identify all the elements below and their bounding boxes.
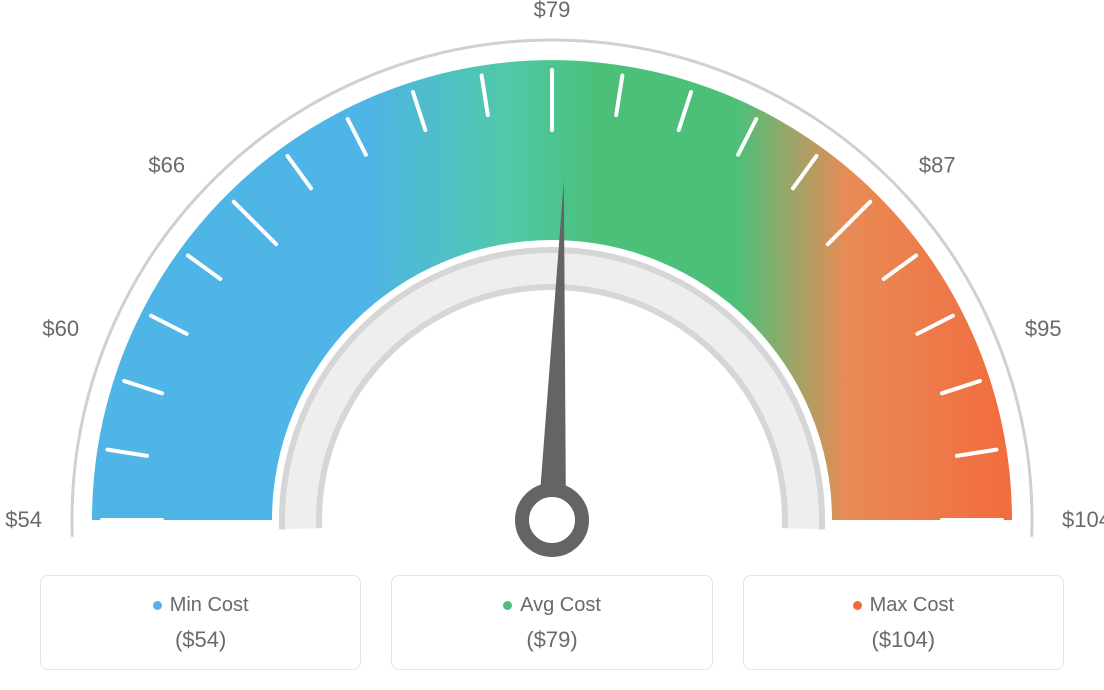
legend-label: Max Cost xyxy=(870,594,954,617)
legend-value-avg: ($79) xyxy=(392,627,711,653)
legend-row: Min Cost ($54) Avg Cost ($79) Max Cost (… xyxy=(40,575,1064,670)
gauge-svg: $54 $60 $66 $79 $87 $95 $104 xyxy=(0,0,1104,560)
legend-card-avg: Avg Cost ($79) xyxy=(391,575,712,670)
bullet-icon xyxy=(503,601,512,610)
gauge-tick-label: $87 xyxy=(919,153,956,178)
legend-label: Min Cost xyxy=(170,594,249,617)
legend-value-max: ($104) xyxy=(744,627,1063,653)
chart-container: $54 $60 $66 $79 $87 $95 $104 Min Cost ($54) Av… xyxy=(0,0,1104,690)
gauge-tick-label: $66 xyxy=(148,153,185,178)
gauge-tick-label: $95 xyxy=(1025,316,1062,341)
legend-label: Avg Cost xyxy=(520,594,601,617)
gauge-tick-label: $79 xyxy=(534,0,571,22)
legend-value-min: ($54) xyxy=(41,627,360,653)
bullet-icon xyxy=(153,601,162,610)
legend-title-avg: Avg Cost xyxy=(503,594,601,617)
bullet-icon xyxy=(853,601,862,610)
gauge-tick-label: $60 xyxy=(42,316,79,341)
legend-title-min: Min Cost xyxy=(153,594,249,617)
legend-card-max: Max Cost ($104) xyxy=(743,575,1064,670)
legend-title-max: Max Cost xyxy=(853,594,954,617)
gauge-tick-label: $54 xyxy=(5,507,42,532)
gauge: $54 $60 $66 $79 $87 $95 $104 xyxy=(0,0,1104,560)
gauge-tick-label: $104 xyxy=(1062,507,1104,532)
legend-card-min: Min Cost ($54) xyxy=(40,575,361,670)
